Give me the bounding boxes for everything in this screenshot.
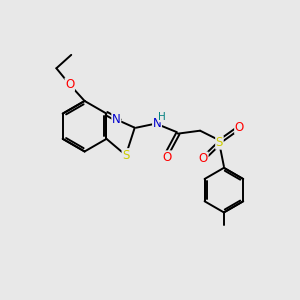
Text: O: O <box>235 121 244 134</box>
Text: S: S <box>122 149 130 162</box>
Text: N: N <box>153 117 161 130</box>
Text: S: S <box>216 136 223 149</box>
Text: H: H <box>158 112 166 122</box>
Text: O: O <box>65 78 74 91</box>
Text: O: O <box>162 151 172 164</box>
Text: O: O <box>199 152 208 165</box>
Text: N: N <box>112 113 121 126</box>
